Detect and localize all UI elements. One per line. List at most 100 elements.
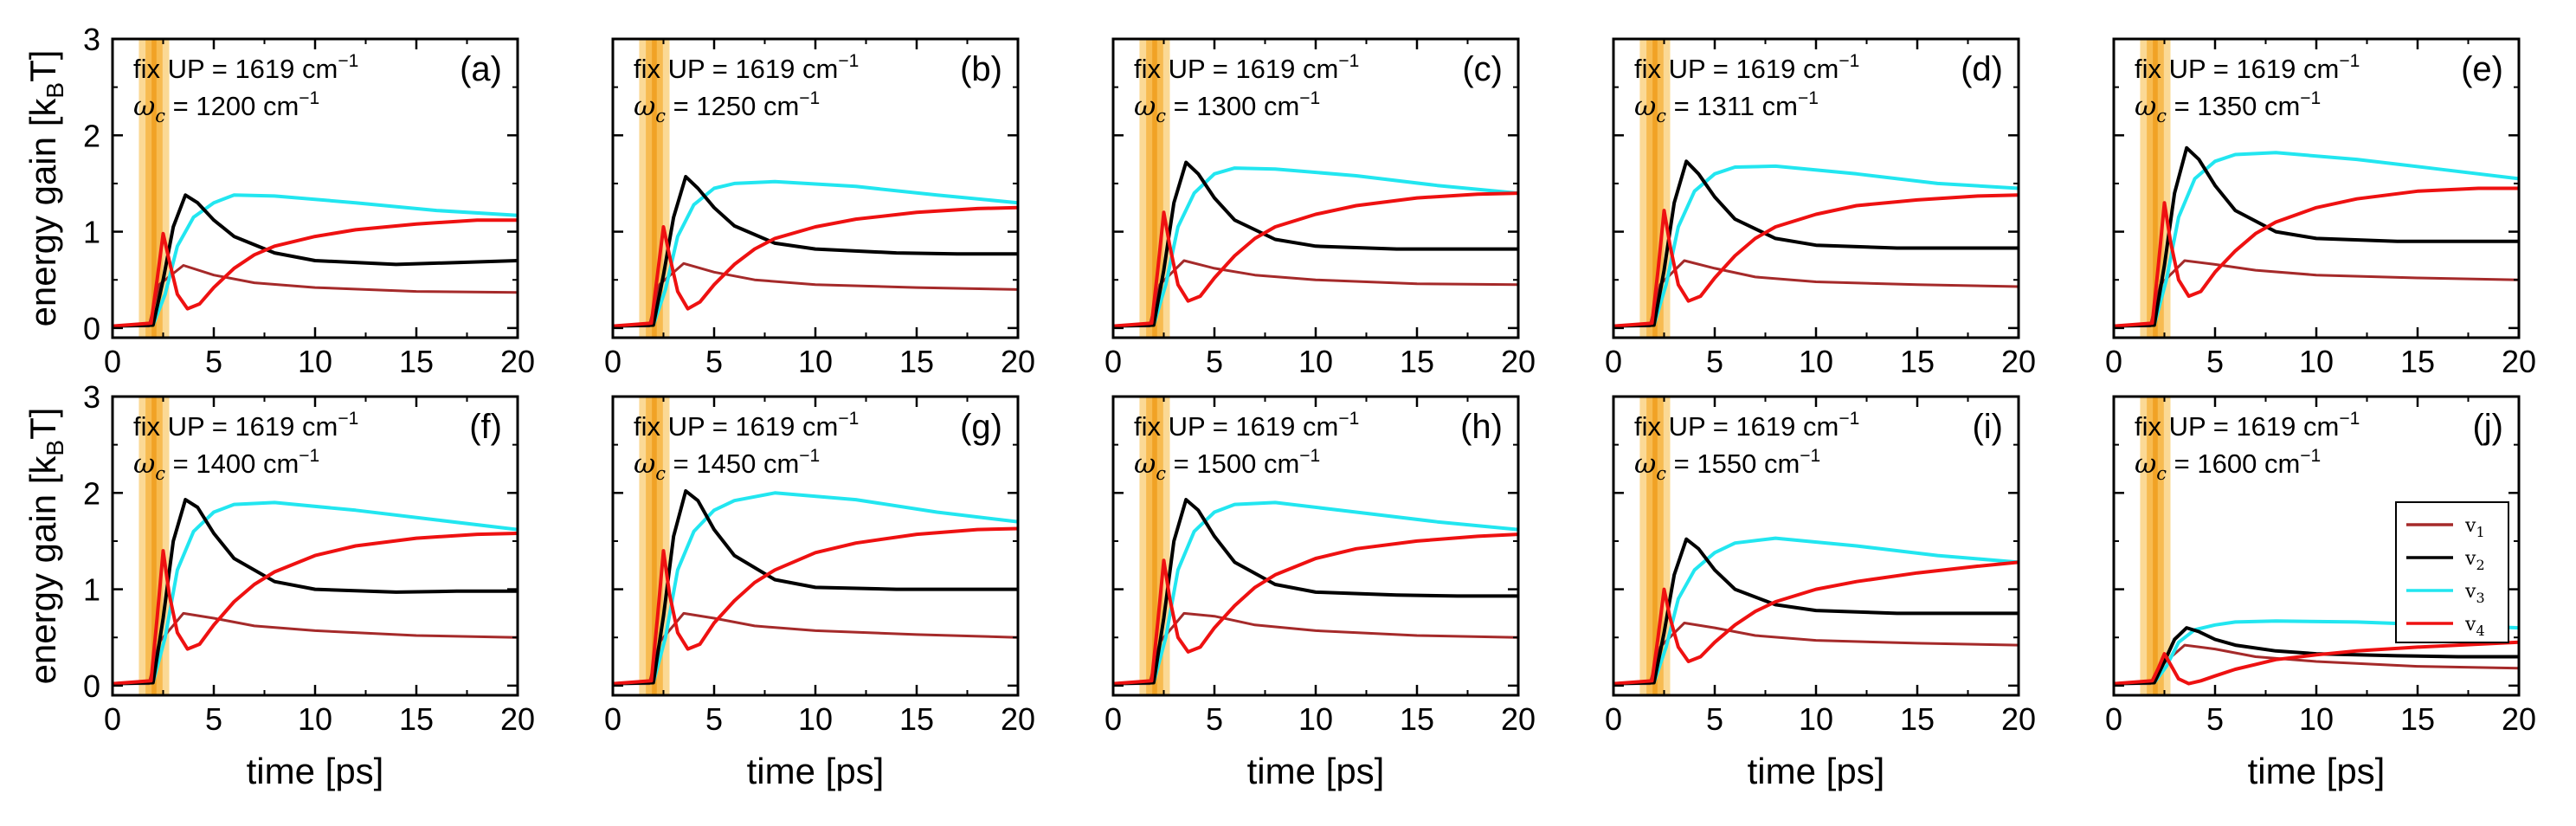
- panel-letter: (d): [1961, 50, 2003, 88]
- fix-up-text: fix UP = 1619 cm: [2135, 54, 2339, 84]
- omega-unit-sup: −1: [2300, 88, 2321, 108]
- x-tick-label: 20: [2001, 701, 2036, 737]
- omega-c-annotation: ωc = 1600 cm−1: [2135, 446, 2321, 484]
- pulse-band-center: [1152, 397, 1157, 695]
- series-v2-line: [2114, 145, 2519, 328]
- fix-up-annotation: fix UP = 1619 cm−1: [634, 409, 859, 442]
- series-v4-line: [2114, 640, 2519, 686]
- pulse-band-center: [151, 39, 157, 338]
- fix-up-unit-sup: −1: [1338, 409, 1359, 429]
- fix-up-text: fix UP = 1619 cm: [133, 54, 338, 84]
- x-tick-label: 10: [298, 344, 332, 379]
- omega-sub: c: [1656, 106, 1666, 126]
- x-tick-label: 15: [399, 344, 434, 379]
- fix-up-text: fix UP = 1619 cm: [634, 54, 838, 84]
- panel-letter: (i): [1972, 408, 2003, 446]
- x-axis-title: time [ps]: [1748, 751, 1885, 791]
- omega-c-value: = 1500 cm: [1166, 448, 1299, 479]
- legend-sub: 2: [2476, 557, 2484, 573]
- x-tick-label: 15: [899, 344, 934, 379]
- y-title-sub: B: [42, 440, 68, 456]
- x-tick-label: 20: [2502, 701, 2536, 737]
- x-tick-label: 5: [205, 344, 222, 379]
- x-axis-title: time [ps]: [747, 751, 885, 791]
- fix-up-annotation: fix UP = 1619 cm−1: [2135, 51, 2360, 84]
- x-tick-label: 5: [705, 344, 723, 379]
- omega-symbol: ω: [1134, 91, 1156, 122]
- x-tick-label: 5: [1706, 344, 1723, 379]
- series-v4-line: [2114, 186, 2519, 328]
- omega-symbol: ω: [634, 448, 655, 480]
- y-tick-label: 3: [83, 22, 100, 57]
- legend-base: v: [2464, 548, 2476, 570]
- x-tick-label: 5: [205, 701, 222, 737]
- x-tick-label: 15: [2400, 701, 2435, 737]
- series-v2-line: [1613, 159, 2019, 328]
- panel-letter: (e): [2461, 50, 2503, 88]
- x-tick-label: 20: [1501, 344, 1536, 379]
- omega-unit-sup: −1: [299, 446, 319, 466]
- omega-sub: c: [655, 106, 666, 126]
- series-v3-line: [613, 179, 1018, 328]
- omega-c-annotation: ωc = 1500 cm−1: [1134, 446, 1320, 484]
- omega-c-value: = 1250 cm: [666, 91, 799, 121]
- legend-label-v3: v3: [2464, 581, 2485, 606]
- x-tick-label: 0: [604, 344, 621, 379]
- series-v4-line: [1113, 191, 1518, 328]
- x-tick-label: 0: [104, 344, 121, 379]
- fix-up-unit-sup: −1: [338, 51, 358, 71]
- x-tick-label: 0: [2105, 701, 2122, 737]
- panel-letter: (f): [469, 408, 502, 446]
- omega-sub: c: [155, 463, 165, 484]
- omega-sub: c: [1156, 106, 1166, 126]
- legend-base: v: [2464, 515, 2476, 537]
- omega-unit-sup: −1: [1299, 88, 1320, 108]
- x-tick-label: 0: [604, 701, 621, 737]
- fix-up-annotation: fix UP = 1619 cm−1: [1134, 51, 1359, 84]
- omega-sub: c: [2156, 106, 2167, 126]
- fix-up-unit-sup: −1: [1338, 51, 1359, 71]
- panel-letter: (h): [1460, 408, 1503, 446]
- omega-c-annotation: ωc = 1350 cm−1: [2135, 88, 2321, 126]
- omega-sub: c: [155, 106, 165, 126]
- series-v2-line: [1113, 498, 1518, 686]
- y-tick-label: 2: [83, 118, 100, 153]
- fix-up-text: fix UP = 1619 cm: [1634, 54, 1839, 84]
- omega-unit-sup: −1: [299, 88, 319, 108]
- x-tick-label: 15: [399, 701, 434, 737]
- fix-up-annotation: fix UP = 1619 cm−1: [133, 409, 358, 442]
- legend-base: v: [2464, 614, 2476, 636]
- y-axis-title: energy gain [kBT]: [23, 408, 68, 685]
- series-v4-line: [113, 218, 518, 328]
- fix-up-unit-sup: −1: [338, 409, 358, 429]
- x-tick-label: 15: [899, 701, 934, 737]
- fix-up-unit-sup: −1: [838, 409, 859, 429]
- omega-c-value: = 1450 cm: [666, 448, 799, 479]
- fix-up-annotation: fix UP = 1619 cm−1: [2135, 409, 2360, 442]
- y-tick-label: 1: [83, 572, 100, 608]
- x-axis-title: time [ps]: [247, 751, 384, 791]
- omega-unit-sup: −1: [799, 446, 820, 466]
- series-v2-line: [113, 498, 518, 686]
- x-tick-label: 10: [2299, 701, 2334, 737]
- pulse-band-center: [2153, 397, 2158, 695]
- fix-up-annotation: fix UP = 1619 cm−1: [1634, 51, 1859, 84]
- series-v3-line: [1113, 500, 1518, 686]
- x-tick-label: 5: [705, 701, 723, 737]
- y-title-main: energy gain [k: [23, 98, 63, 327]
- x-tick-label: 5: [2206, 344, 2224, 379]
- fix-up-text: fix UP = 1619 cm: [1134, 411, 1338, 442]
- omega-symbol: ω: [133, 448, 155, 480]
- series-v3-line: [2114, 151, 2519, 328]
- fix-up-unit-sup: −1: [2339, 51, 2360, 71]
- omega-c-annotation: ωc = 1250 cm−1: [634, 88, 820, 126]
- x-tick-label: 10: [1298, 701, 1333, 737]
- x-tick-label: 10: [1799, 344, 1833, 379]
- omega-c-value: = 1311 cm: [1666, 91, 1798, 121]
- x-tick-label: 15: [1900, 344, 1935, 379]
